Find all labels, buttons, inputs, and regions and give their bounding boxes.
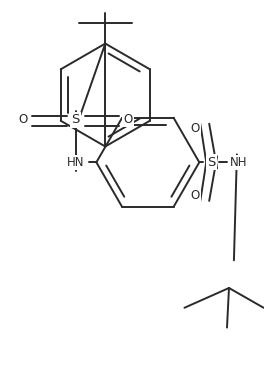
Text: S: S <box>207 156 215 169</box>
Text: HN: HN <box>67 156 84 169</box>
Text: S: S <box>71 113 80 126</box>
Text: O: O <box>191 122 200 135</box>
Text: O: O <box>191 189 200 202</box>
Text: O: O <box>19 113 28 126</box>
Text: NH: NH <box>230 156 248 169</box>
Text: O: O <box>123 113 133 126</box>
